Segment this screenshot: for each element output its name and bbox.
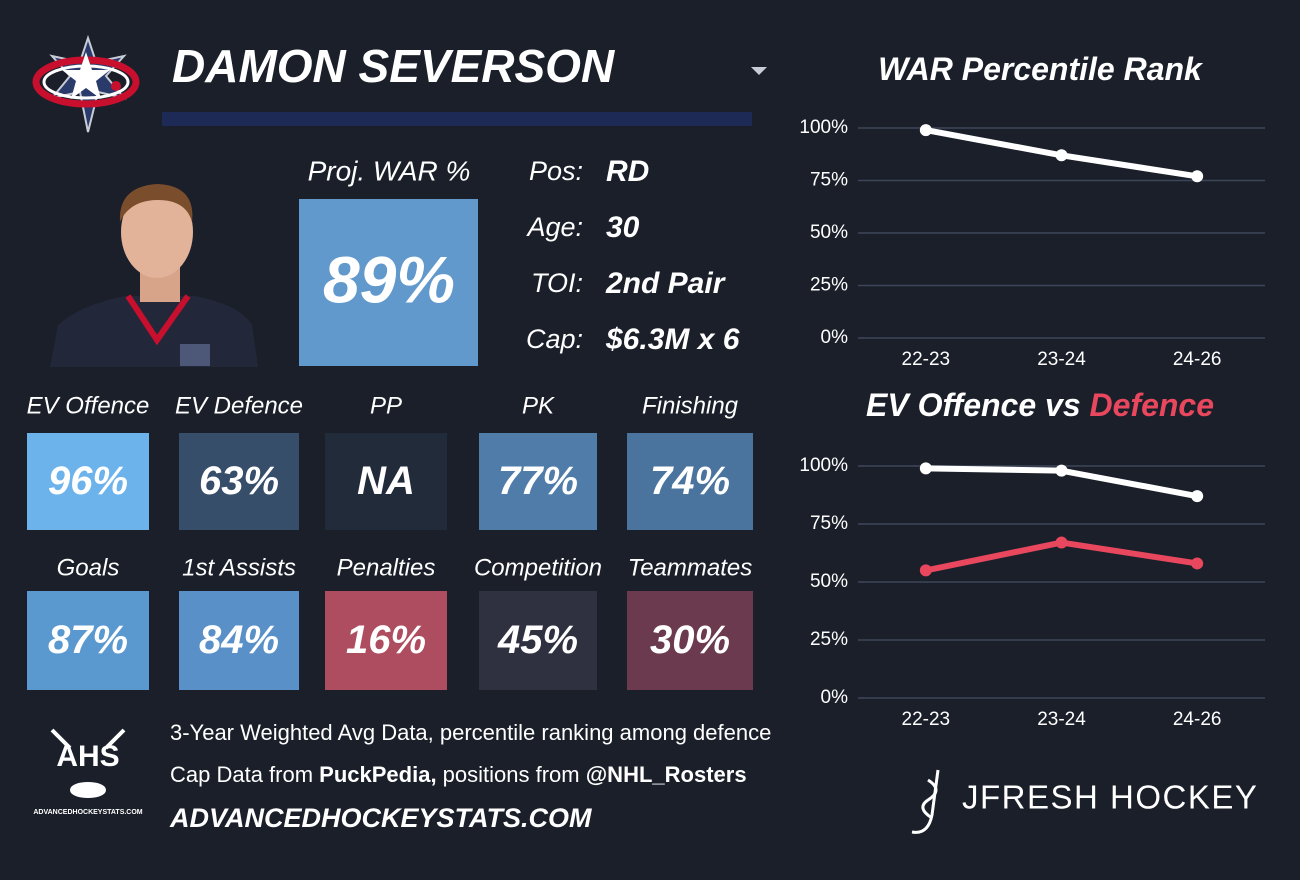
brand-logo-art: [911, 769, 940, 834]
tile-label: 1st Assists: [182, 554, 296, 581]
stat-tile: [27, 591, 149, 690]
tile-value: 16%: [346, 618, 426, 662]
ahs-logo-art: [50, 728, 126, 798]
tile-value: 63%: [199, 459, 279, 503]
profile-value: $6.3M x 6: [605, 323, 740, 356]
series-point: [1055, 149, 1068, 162]
projection-tile: [299, 199, 478, 366]
profile-label: TOI:: [531, 268, 583, 298]
tile-label: PP: [370, 392, 402, 419]
tile-label: EV Offence: [27, 392, 150, 419]
chart-title-space: [1081, 387, 1090, 423]
team-logo: [32, 34, 140, 133]
y-tick-label: 50%: [810, 571, 848, 592]
series-point: [1055, 536, 1068, 549]
y-tick-label: 0%: [821, 687, 849, 708]
tile-label: Goals: [57, 554, 120, 581]
note-line: 3-Year Weighted Avg Data, percentile ran…: [170, 720, 771, 745]
dropdown-arrow[interactable]: [751, 67, 767, 75]
projection-value: 89%: [323, 242, 455, 316]
note-segment: @NHL_Rosters: [586, 762, 747, 787]
x-tick-label: 24-26: [1173, 349, 1222, 370]
series-point: [1191, 490, 1204, 503]
y-tick-label: 25%: [810, 629, 848, 650]
note-segment: Cap Data from: [170, 762, 319, 787]
y-tick-label: 75%: [810, 513, 848, 534]
stat-tile: [325, 591, 447, 690]
stat-tile: [627, 433, 753, 530]
tile-label: Competition: [474, 554, 602, 581]
tile-label: PK: [522, 392, 555, 419]
y-tick-label: 75%: [810, 170, 848, 191]
tile-label: EV Defence: [175, 392, 303, 419]
stat-tile: [27, 433, 149, 530]
tile-label: Finishing: [642, 392, 739, 419]
x-tick-label: 22-23: [902, 709, 951, 730]
chart-title: EV Offence vs Defence: [866, 387, 1214, 423]
series-point: [919, 564, 932, 577]
tile-value: 30%: [650, 618, 730, 662]
note-segment: positions from: [437, 762, 586, 787]
tile-value: NA: [357, 459, 415, 503]
series-point: [1191, 557, 1204, 570]
series-point: [919, 462, 932, 475]
profile-value: RD: [606, 155, 649, 188]
profile-label: Age:: [525, 212, 583, 242]
chart-title-text: EV Offence vs: [866, 387, 1081, 423]
y-tick-label: 50%: [810, 222, 848, 243]
stat-tile: [479, 433, 597, 530]
chart-title-accent: Defence: [1090, 387, 1215, 423]
logo-text: AHS: [56, 740, 119, 773]
logo-caption: ADVANCEDHOCKEYSTATS.COM: [33, 809, 142, 816]
tile-value: 87%: [48, 618, 128, 662]
tile-value: 74%: [650, 459, 730, 503]
projection-label: Proj. WAR %: [308, 155, 471, 186]
y-tick-label: 25%: [810, 275, 848, 296]
chart-title-text: WAR Percentile Rank: [878, 51, 1204, 87]
profile-value: 30: [606, 211, 640, 244]
note-segment: 3-Year Weighted Avg Data, percentile ran…: [170, 720, 771, 745]
brand-name: JFRESH HOCKEY: [962, 779, 1258, 816]
tile-value: 96%: [48, 459, 128, 503]
x-tick-label: 23-24: [1037, 709, 1086, 730]
x-tick-label: 23-24: [1037, 349, 1086, 370]
stat-tile: [479, 591, 597, 690]
series-point: [1055, 464, 1068, 477]
site-link[interactable]: ADVANCEDHOCKEYSTATS.COM: [169, 803, 592, 833]
player-photo: [50, 184, 258, 367]
stat-tile: [179, 591, 299, 690]
note-segment: PuckPedia,: [319, 762, 436, 787]
profile-value: 2nd Pair: [605, 267, 727, 300]
y-tick-label: 100%: [799, 117, 848, 138]
chart-title: WAR Percentile Rank: [878, 51, 1204, 87]
series-point: [919, 124, 932, 137]
profile-label: Pos:: [529, 156, 583, 186]
profile-label: Cap:: [526, 324, 583, 354]
stat-tile: [179, 433, 299, 530]
x-tick-label: 22-23: [902, 349, 951, 370]
stat-tile: [627, 591, 753, 690]
name-underline: [162, 112, 752, 126]
tile-value: 77%: [498, 459, 578, 503]
y-tick-label: 100%: [799, 455, 848, 476]
player-name: DAMON SEVERSON: [172, 40, 615, 92]
tile-value: 45%: [497, 618, 578, 662]
stat-tile: [325, 433, 447, 530]
y-tick-label: 0%: [821, 327, 849, 348]
x-tick-label: 24-26: [1173, 709, 1222, 730]
series-point: [1191, 170, 1204, 183]
tile-value: 84%: [199, 618, 279, 662]
note-line: Cap Data from PuckPedia, positions from …: [170, 762, 747, 787]
tile-label: Teammates: [628, 554, 753, 581]
tile-label: Penalties: [337, 554, 436, 581]
